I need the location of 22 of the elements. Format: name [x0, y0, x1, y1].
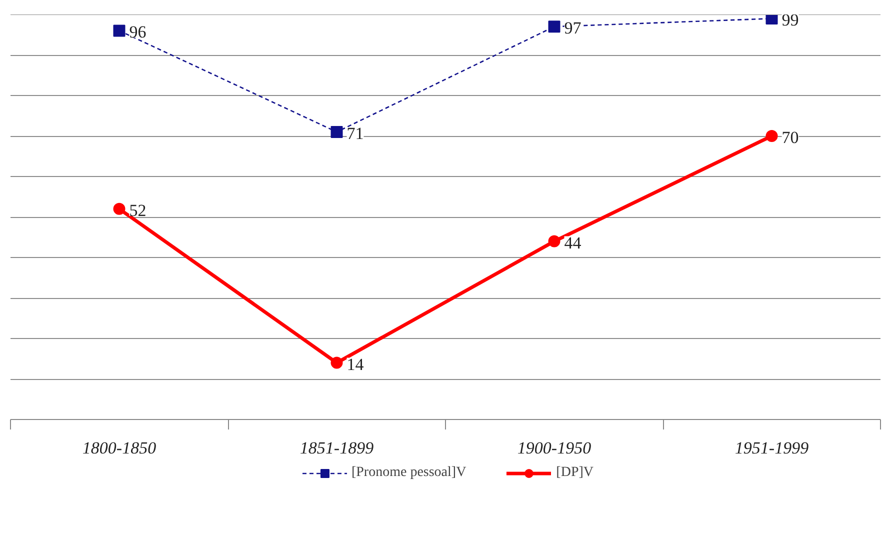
- legend-label: [Pronome pessoal]V: [351, 465, 466, 481]
- data-label: 99: [782, 10, 799, 30]
- point: [766, 14, 778, 25]
- x-tick-label: 1951-1999: [734, 438, 810, 458]
- data-label: 70: [782, 128, 799, 147]
- data-label: 71: [346, 124, 364, 143]
- point: [330, 126, 343, 138]
- data-label: 44: [564, 233, 582, 252]
- data-label: 52: [129, 200, 146, 220]
- x-tick-label: 1851-1899: [300, 438, 374, 458]
- point: [113, 24, 126, 37]
- point: [548, 235, 560, 248]
- data-label: 96: [129, 22, 146, 42]
- point: [766, 130, 778, 142]
- point: [113, 202, 126, 215]
- data-label: 14: [346, 354, 364, 374]
- legend-label: [DP]V: [556, 465, 594, 481]
- data-label: 97: [564, 18, 582, 38]
- point: [330, 356, 343, 369]
- x-tick-label: 1800-1850: [82, 438, 157, 458]
- point: [548, 20, 560, 33]
- x-tick-label: 1900-1950: [517, 438, 592, 458]
